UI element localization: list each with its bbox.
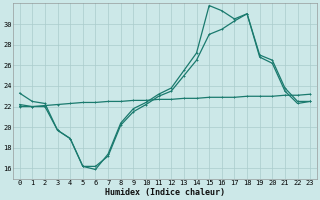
X-axis label: Humidex (Indice chaleur): Humidex (Indice chaleur) (105, 188, 225, 197)
